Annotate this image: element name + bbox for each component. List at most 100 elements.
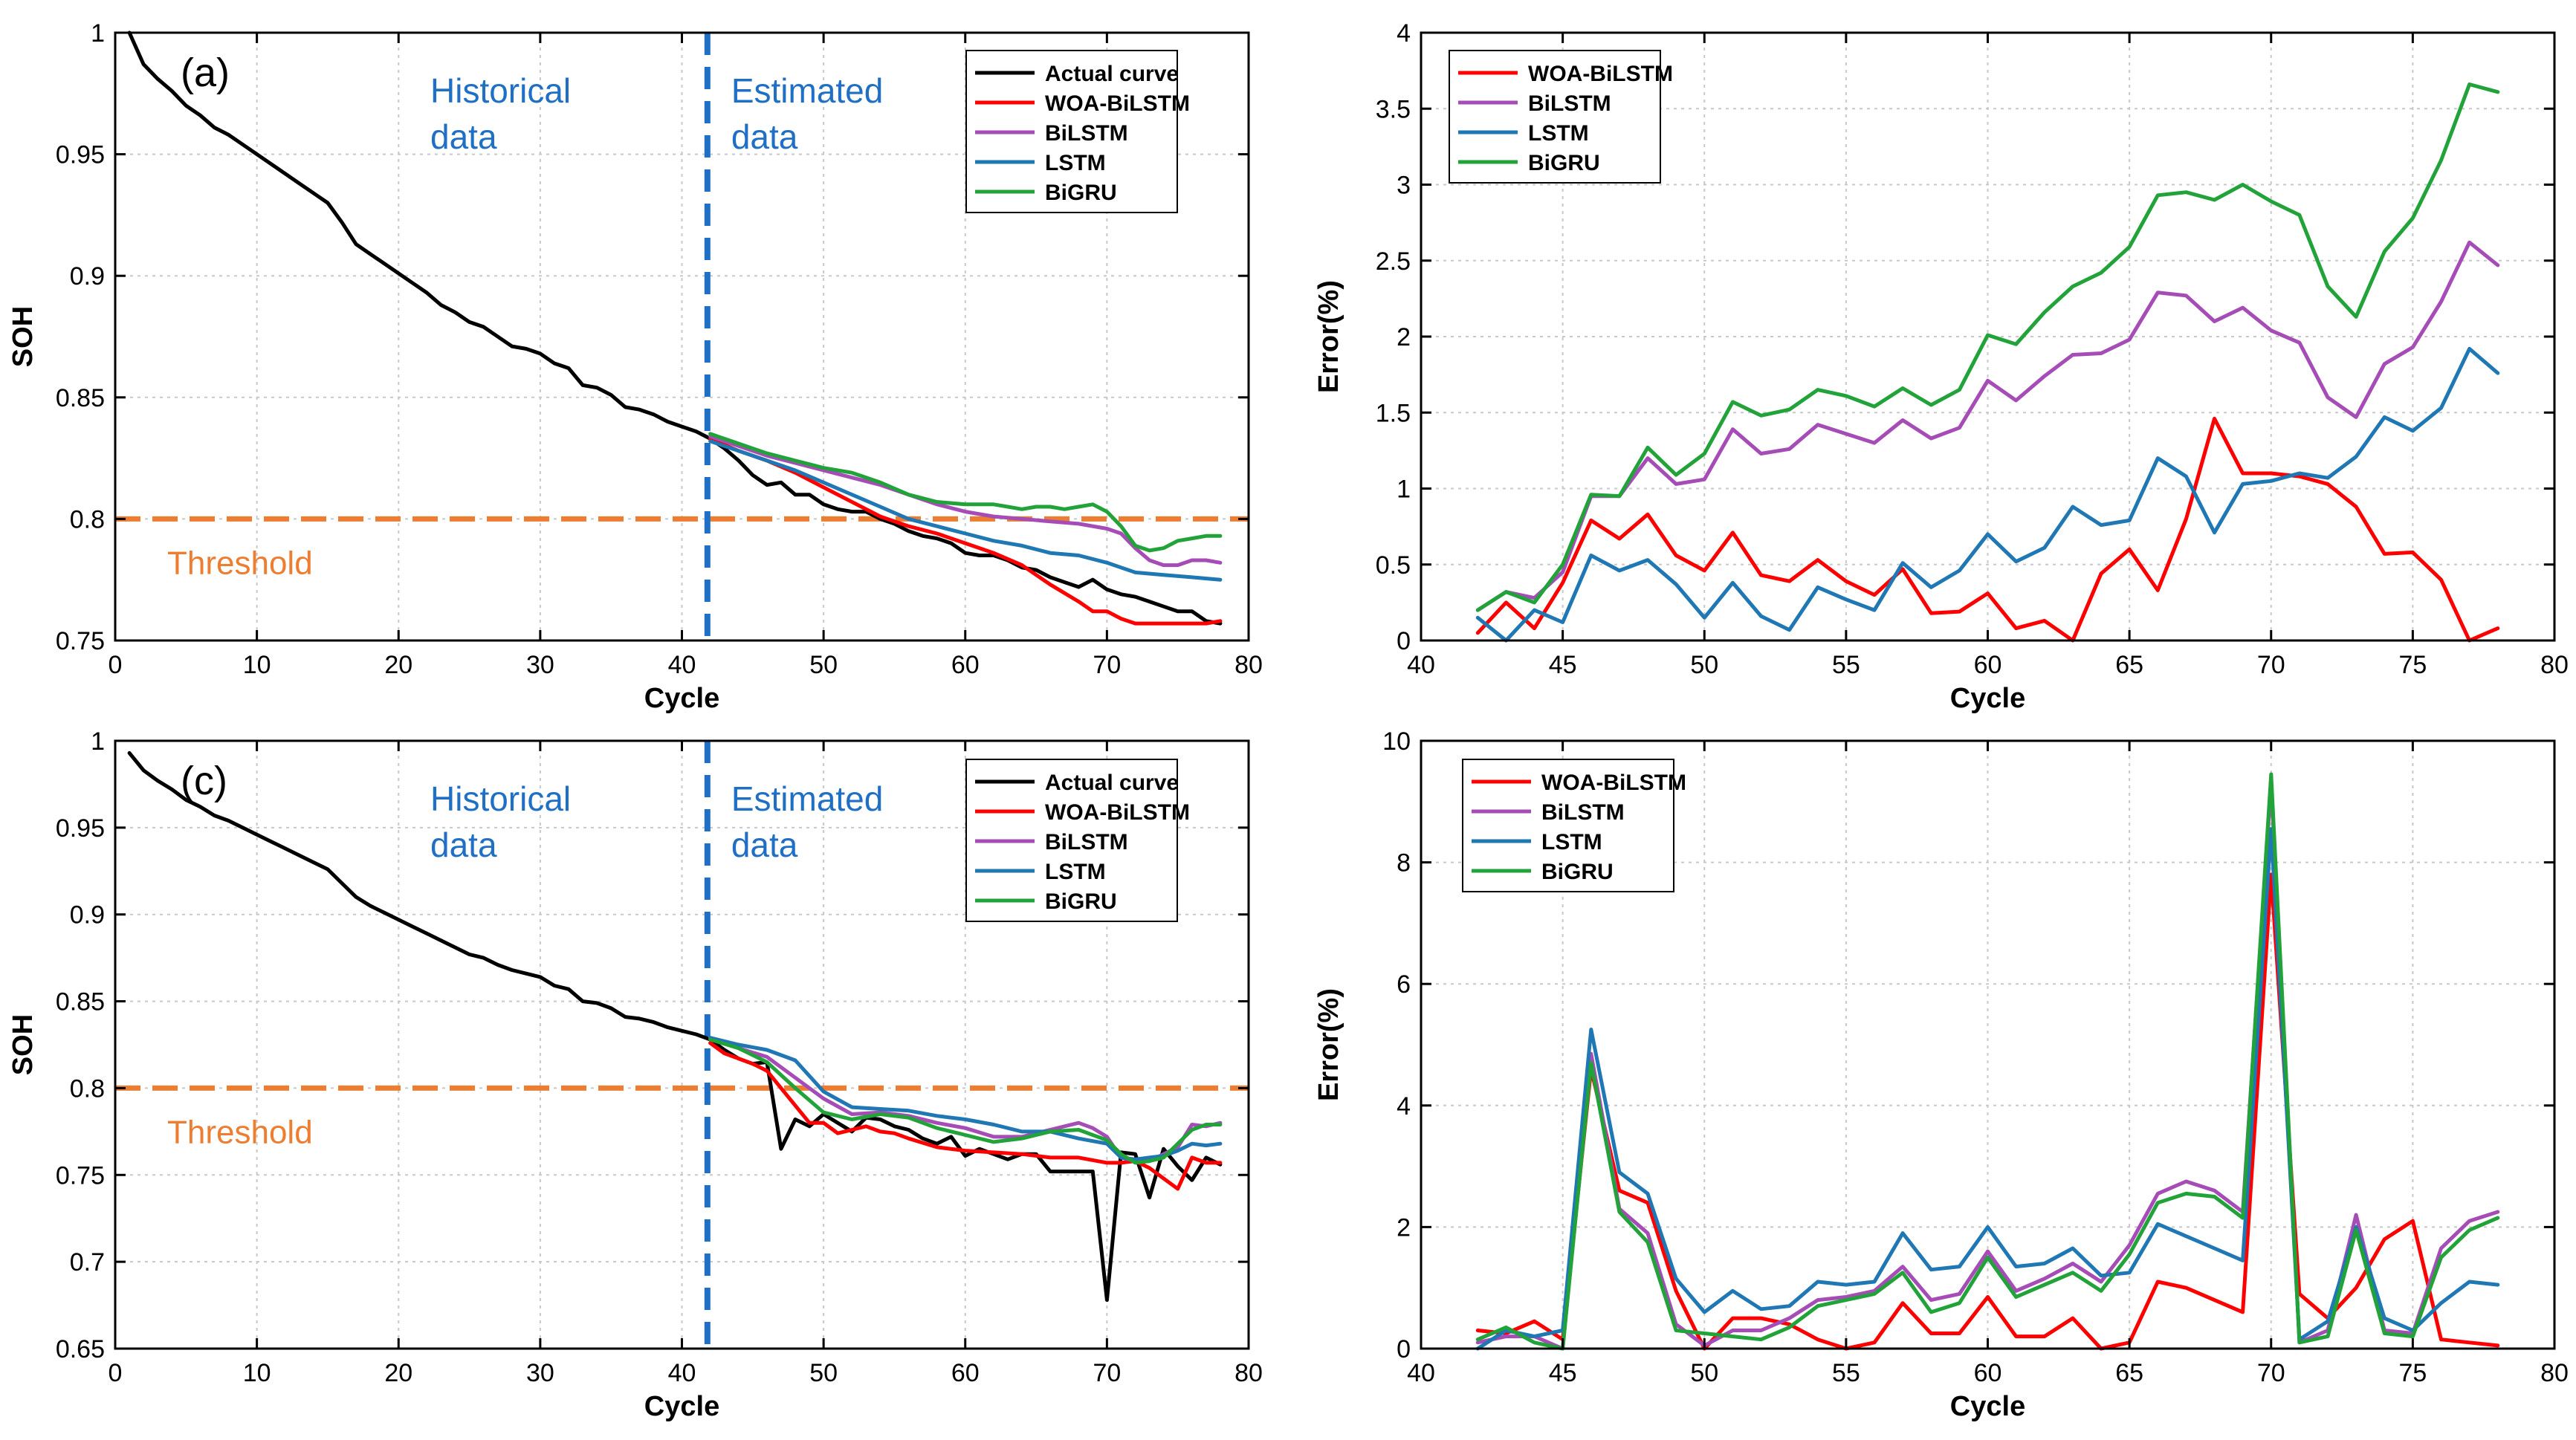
panel-2: Threshold Historical data Estimated data 0 10 2… xyxy=(7,727,1263,1422)
estimated-data-label: Estimated xyxy=(731,71,884,110)
x-tick-label: 30 xyxy=(526,1359,554,1387)
x-tick-label: 20 xyxy=(384,651,412,679)
x-tick-label: 0 xyxy=(109,1359,123,1387)
legend: WOA-BiLSTM BiLSTM LSTM BiGRU xyxy=(1462,759,1686,892)
x-tick-label: 10 xyxy=(243,1359,271,1387)
y-tick-label: 0.7 xyxy=(70,1248,105,1277)
panel-1: 40 45 50 55 60 65 70 75 80 0 0.5 1 1.5 2 2.5 3 3.5 4 Cycle… xyxy=(1313,19,2569,714)
y-tick-label: 0.75 xyxy=(56,627,105,655)
x-tick-label: 50 xyxy=(809,651,838,679)
y-tick-label: 0.9 xyxy=(70,262,105,291)
y-axis-label: Error(%) xyxy=(1313,988,1344,1101)
x-tick-label: 70 xyxy=(1093,1359,1121,1387)
y-tick-label: 0.95 xyxy=(56,141,105,169)
y-tick-label: 10 xyxy=(1382,727,1411,756)
series-line-woa-bilstm xyxy=(708,1041,1223,1191)
series-line-bigru xyxy=(708,1037,1223,1165)
x-axis-label: Cycle xyxy=(644,683,719,714)
threshold-label: Threshold xyxy=(167,1114,313,1150)
y-tick-label: 0.85 xyxy=(56,384,105,412)
y-tick-label: 8 xyxy=(1397,849,1411,878)
y-tick-label: 0.85 xyxy=(56,988,105,1016)
series-line-bilstm xyxy=(708,434,1223,568)
x-tick-label: 75 xyxy=(2398,651,2427,679)
y-tick-label: 6 xyxy=(1397,970,1411,999)
y-tick-label: 2 xyxy=(1397,323,1411,351)
x-tick-label: 70 xyxy=(2257,1359,2285,1387)
x-tick-label: 60 xyxy=(1974,651,2002,679)
series-line-woa-bilstm xyxy=(708,436,1223,626)
legend-entry: LSTM xyxy=(1541,830,1602,854)
series-line-lstm xyxy=(708,439,1223,582)
historical-data-label: Historical xyxy=(430,71,571,110)
y-tick-label: 1 xyxy=(91,19,105,48)
x-tick-label: 80 xyxy=(2540,1359,2569,1387)
y-axis-label: SOH xyxy=(7,306,39,367)
series-line-bilstm xyxy=(1475,240,2500,612)
legend-entry: BiGRU xyxy=(1045,889,1117,914)
panel-label: (a) xyxy=(181,51,230,95)
y-tick-label: 0.5 xyxy=(1376,551,1411,580)
series-line-bigru xyxy=(708,432,1223,553)
legend-entry: WOA-BiLSTM xyxy=(1541,771,1686,795)
legend: Actual curve WOA-BiLSTM BiLSTM LSTM BiGRU xyxy=(965,759,1190,922)
y-tick-label: 0.95 xyxy=(56,814,105,843)
legend-entry: WOA-BiLSTM xyxy=(1528,62,1673,86)
y-tick-label: 0 xyxy=(1397,627,1411,655)
legend-entry: BiLSTM xyxy=(1045,830,1128,854)
x-tick-label: 30 xyxy=(526,651,554,679)
legend-entry: LSTM xyxy=(1528,121,1589,146)
x-tick-label: 60 xyxy=(951,1359,980,1387)
legend-entry: BiLSTM xyxy=(1528,91,1611,116)
x-tick-label: 20 xyxy=(384,1359,412,1387)
y-tick-label: 2 xyxy=(1397,1213,1411,1242)
x-tick-label: 40 xyxy=(668,1359,696,1387)
series-line-woa-bilstm xyxy=(1475,416,2500,643)
legend-entry: BiGRU xyxy=(1528,151,1600,175)
x-tick-label: 55 xyxy=(1832,651,1860,679)
x-tick-label: 50 xyxy=(1690,1359,1718,1387)
y-tick-label: 2.5 xyxy=(1376,247,1411,276)
legend-entry: BiLSTM xyxy=(1541,800,1625,825)
estimated-data-label: Estimated xyxy=(731,779,884,818)
y-tick-label: 0.75 xyxy=(56,1161,105,1190)
y-tick-label: 4 xyxy=(1397,1092,1411,1120)
legend-entry: Actual curve xyxy=(1045,62,1179,86)
historical-data-label: Historical xyxy=(430,779,571,818)
estimated-data-label: data xyxy=(731,826,798,864)
x-tick-label: 50 xyxy=(809,1359,838,1387)
x-tick-label: 40 xyxy=(1407,1359,1435,1387)
estimated-data-label: data xyxy=(731,117,798,156)
y-axis-label: SOH xyxy=(7,1014,39,1075)
x-tick-label: 45 xyxy=(1549,651,1577,679)
legend-entry: BiLSTM xyxy=(1045,121,1128,146)
y-tick-label: 4 xyxy=(1397,19,1411,48)
y-tick-label: 0.8 xyxy=(70,505,105,533)
x-tick-label: 55 xyxy=(1832,1359,1860,1387)
series-line-bigru xyxy=(1475,82,2500,612)
y-tick-label: 1 xyxy=(91,727,105,756)
series-line-bigru xyxy=(1475,772,2500,1351)
y-tick-label: 0.8 xyxy=(70,1074,105,1103)
historical-data-label: data xyxy=(430,117,497,156)
x-tick-label: 0 xyxy=(109,651,123,679)
y-tick-label: 3 xyxy=(1397,172,1411,200)
x-axis-label: Cycle xyxy=(1950,1391,2025,1422)
y-tick-label: 1.5 xyxy=(1376,399,1411,427)
x-axis-label: Cycle xyxy=(644,1391,719,1422)
legend-entry: WOA-BiLSTM xyxy=(1045,800,1190,825)
x-tick-label: 65 xyxy=(2115,651,2143,679)
series-line-lstm xyxy=(1475,346,2500,643)
x-tick-label: 80 xyxy=(1234,1359,1263,1387)
x-tick-label: 50 xyxy=(1690,651,1718,679)
y-tick-label: 0 xyxy=(1397,1335,1411,1363)
panel-label: (c) xyxy=(181,759,227,803)
legend-entry: LSTM xyxy=(1045,860,1106,884)
x-tick-label: 80 xyxy=(2540,651,2569,679)
y-axis-label: Error(%) xyxy=(1313,280,1344,393)
historical-data-label: data xyxy=(430,826,497,864)
legend: WOA-BiLSTM BiLSTM LSTM BiGRU xyxy=(1449,50,1673,184)
x-tick-label: 65 xyxy=(2115,1359,2143,1387)
x-tick-label: 10 xyxy=(243,651,271,679)
